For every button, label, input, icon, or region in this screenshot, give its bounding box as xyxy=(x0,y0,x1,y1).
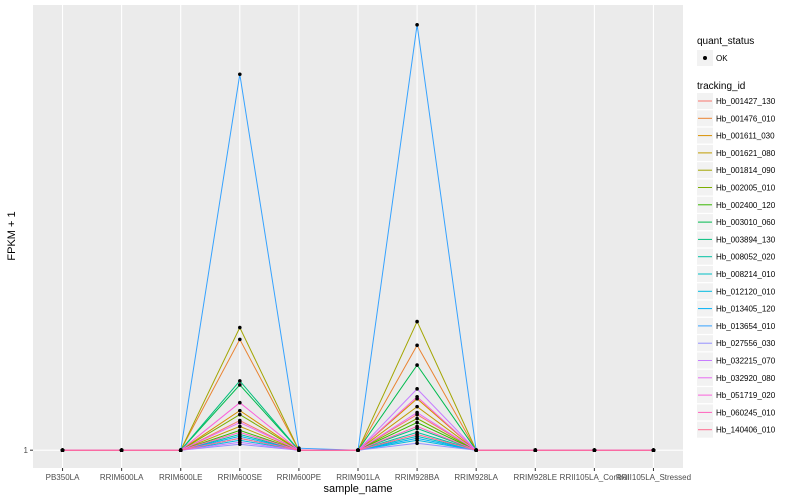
data-point xyxy=(415,420,419,425)
data-point xyxy=(238,72,242,77)
x-tick-label: RRII105LA_Control xyxy=(560,473,630,482)
data-point xyxy=(238,408,242,413)
legend-label: Hb_001621_080 xyxy=(716,149,776,158)
data-point xyxy=(238,420,242,425)
legend-label: Hb_008052_020 xyxy=(716,253,776,262)
data-point xyxy=(297,448,301,452)
data-point xyxy=(415,436,419,441)
legend: quant_status OK tracking_id Hb_001427_13… xyxy=(697,36,776,438)
legend-label: Hb_013405_120 xyxy=(716,305,776,314)
legend-label: Hb_012120_010 xyxy=(716,287,776,296)
data-point xyxy=(415,432,419,437)
legend-label: Hb_051719_020 xyxy=(716,391,776,400)
data-point xyxy=(415,319,419,324)
data-point xyxy=(533,448,538,452)
legend-label: Hb_008214_010 xyxy=(716,270,776,279)
x-tick-label: RRIM928LE xyxy=(513,473,557,482)
data-point xyxy=(415,394,419,399)
data-point xyxy=(415,424,419,429)
data-point xyxy=(415,363,419,367)
data-point xyxy=(238,383,242,387)
legend-label: Hb_002400_120 xyxy=(716,201,776,210)
data-point xyxy=(60,448,65,452)
legend-label: Hb_002005_010 xyxy=(716,184,776,193)
legend-key-ok-point xyxy=(703,56,707,60)
data-point xyxy=(238,430,242,435)
data-point xyxy=(238,436,242,441)
x-tick-label: RRIM600LE xyxy=(159,473,203,482)
legend-label: Hb_013654_010 xyxy=(716,322,776,331)
data-point xyxy=(651,448,656,452)
x-tick-label: RRIM928LA xyxy=(454,473,498,482)
data-point xyxy=(238,440,242,445)
legend-label: Hb_001427_130 xyxy=(716,97,776,106)
data-point xyxy=(415,441,419,446)
x-tick-label: RRIM901LA xyxy=(336,473,380,482)
data-point xyxy=(415,404,419,409)
y-axis-title: FPKM + 1 xyxy=(6,211,18,260)
y-tick-label: 1 xyxy=(24,446,29,455)
data-point xyxy=(238,400,242,405)
x-tick-label: RRIM600SE xyxy=(218,473,262,482)
data-point xyxy=(415,416,419,421)
data-point xyxy=(356,448,360,452)
data-points xyxy=(60,22,656,452)
y-axis: 1 xyxy=(24,446,33,455)
grid-lines xyxy=(33,5,683,468)
data-point xyxy=(119,448,124,452)
data-point xyxy=(238,424,242,429)
data-point xyxy=(238,412,242,417)
legend-label: Hb_001476_010 xyxy=(716,114,776,123)
legend-label: Hb_001814_090 xyxy=(716,166,776,175)
legend-label: Hb_003894_130 xyxy=(716,235,776,244)
data-point xyxy=(238,325,242,330)
legend-label: Hb_027556_030 xyxy=(716,339,776,348)
legend-label: Hb_001611_030 xyxy=(716,132,775,141)
x-tick-label: RRIM928BA xyxy=(395,473,440,482)
x-tick-label: RRII105LA_Stressed xyxy=(616,473,691,482)
data-point xyxy=(238,337,242,342)
data-point xyxy=(178,448,183,452)
legend-label: Hb_032215_070 xyxy=(716,357,776,366)
x-tick-label: RRIM600LA xyxy=(100,473,144,482)
legend-label: Hb_140406_010 xyxy=(716,426,776,435)
data-point xyxy=(238,379,242,383)
x-axis: PB350LA RRIM600LA RRIM600LE RRIM600SE RRIM60… xyxy=(46,468,691,482)
legend-items: Hb_001427_130 Hb_001476_010 Hb_001611_030 H… xyxy=(697,93,776,438)
data-point xyxy=(592,448,597,452)
legend-title-tracking-id: tracking_id xyxy=(697,81,745,92)
legend-label: Hb_003010_060 xyxy=(716,218,776,227)
data-point xyxy=(415,22,419,27)
x-axis-title: sample_name xyxy=(323,483,392,495)
legend-label: Hb_032920_080 xyxy=(716,374,776,383)
data-point xyxy=(415,410,419,415)
x-tick-label: PB350LA xyxy=(46,473,80,482)
data-point xyxy=(474,448,478,452)
legend-title-quant-status: quant_status xyxy=(697,36,754,47)
legend-label-ok: OK xyxy=(716,54,728,63)
x-tick-label: RRIM600PE xyxy=(277,473,321,482)
legend-label: Hb_060245_010 xyxy=(716,408,776,417)
data-point xyxy=(415,343,419,348)
data-point xyxy=(415,387,419,391)
